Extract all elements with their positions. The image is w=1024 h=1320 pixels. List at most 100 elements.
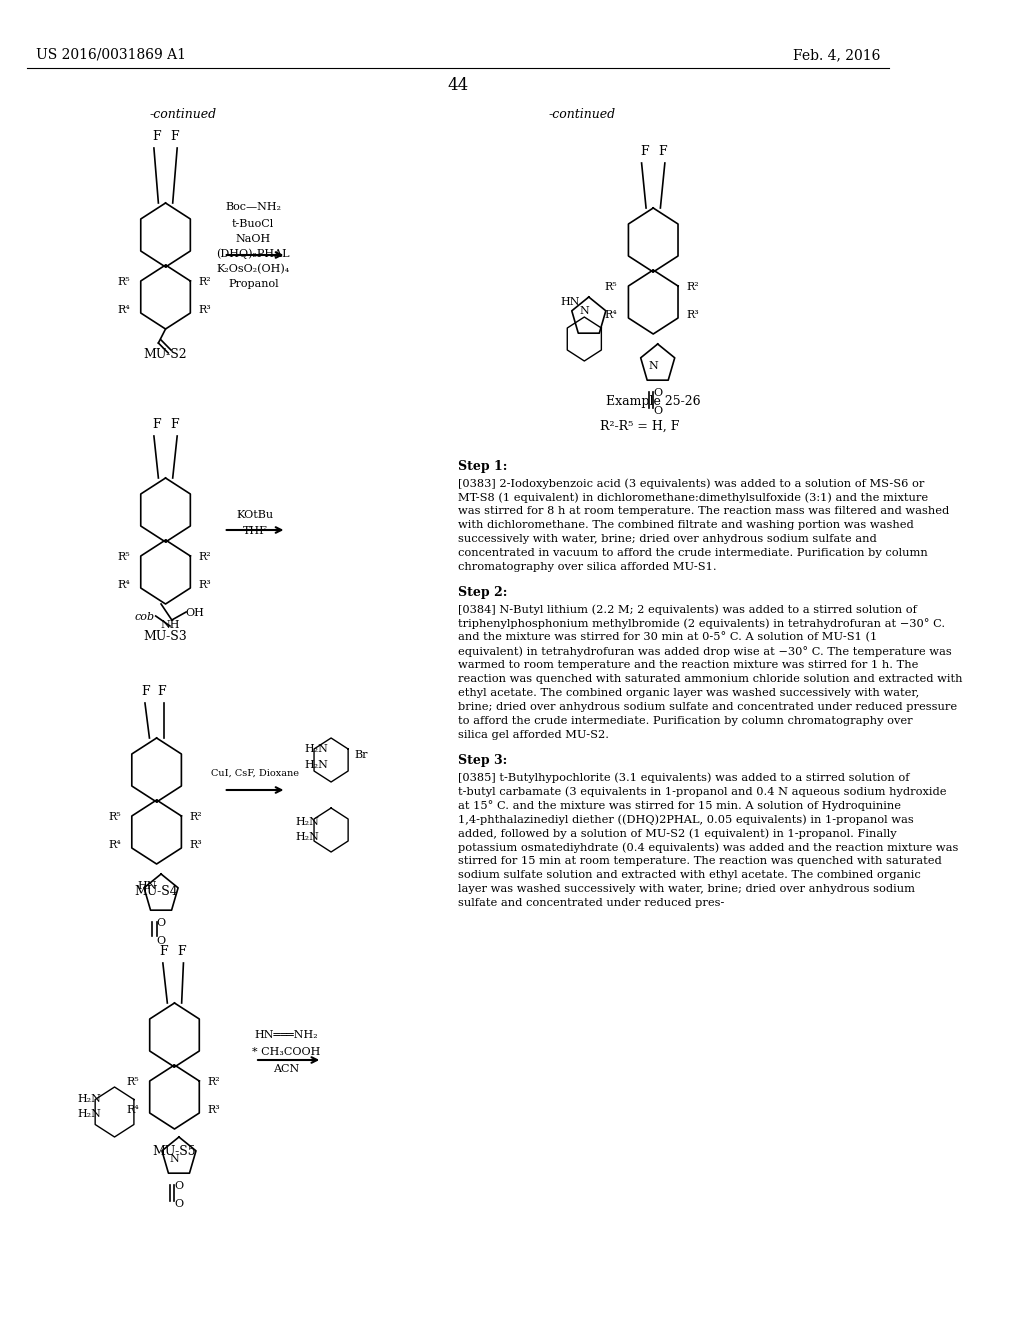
Text: 44: 44 <box>447 77 469 94</box>
Text: R⁵: R⁵ <box>126 1077 139 1086</box>
Text: to afford the crude intermediate. Purification by column chromatography over: to afford the crude intermediate. Purifi… <box>458 715 912 726</box>
Text: N: N <box>648 360 658 371</box>
Text: F: F <box>158 685 166 698</box>
Text: O: O <box>157 917 166 928</box>
Text: R⁴: R⁴ <box>126 1105 139 1115</box>
Text: F: F <box>160 945 168 958</box>
Text: at 15° C. and the mixture was stirred for 15 min. A solution of Hydroquinine: at 15° C. and the mixture was stirred fo… <box>458 800 901 810</box>
Text: F: F <box>170 418 179 432</box>
Text: with dichloromethane. The combined filtrate and washing portion was washed: with dichloromethane. The combined filtr… <box>458 520 913 531</box>
Text: triphenylphosphonium methylbromide (2 equivalents) in tetrahydrofuran at −30° C.: triphenylphosphonium methylbromide (2 eq… <box>458 618 945 628</box>
Text: OH: OH <box>185 609 205 618</box>
Text: sulfate and concentrated under reduced pres-: sulfate and concentrated under reduced p… <box>458 898 725 908</box>
Text: THF: THF <box>243 525 267 536</box>
Text: F: F <box>153 129 161 143</box>
Text: reaction was quenched with saturated ammonium chloride solution and extracted wi: reaction was quenched with saturated amm… <box>458 675 963 684</box>
Text: R⁵: R⁵ <box>605 282 617 292</box>
Text: MU-S3: MU-S3 <box>143 630 187 643</box>
Text: Step 2:: Step 2: <box>458 586 508 599</box>
Text: warmed to room temperature and the reaction mixture was stirred for 1 h. The: warmed to room temperature and the react… <box>458 660 919 671</box>
Text: [0385] t-Butylhypochlorite (3.1 equivalents) was added to a stirred solution of: [0385] t-Butylhypochlorite (3.1 equivale… <box>458 772 909 783</box>
Text: t-butyl carbamate (3 equivalents in 1-propanol and 0.4 N aqueous sodium hydroxid: t-butyl carbamate (3 equivalents in 1-pr… <box>458 785 946 796</box>
Text: NH: NH <box>161 620 180 630</box>
Text: H₂N: H₂N <box>77 1094 100 1104</box>
Text: US 2016/0031869 A1: US 2016/0031869 A1 <box>36 48 185 62</box>
Text: H₂N: H₂N <box>295 817 319 828</box>
Text: O: O <box>653 407 663 416</box>
Text: HN: HN <box>138 880 158 891</box>
Text: R⁴: R⁴ <box>109 840 121 850</box>
Text: R⁴: R⁴ <box>605 310 617 319</box>
Text: * CH₃COOH: * CH₃COOH <box>252 1047 321 1057</box>
Text: was stirred for 8 h at room temperature. The reaction mass was filtered and wash: was stirred for 8 h at room temperature.… <box>458 506 949 516</box>
Text: R²: R² <box>686 282 699 292</box>
Text: K₂OsO₂(OH)₄: K₂OsO₂(OH)₄ <box>217 264 290 275</box>
Text: R⁵: R⁵ <box>117 552 130 562</box>
Text: R²-R⁵ = H, F: R²-R⁵ = H, F <box>599 420 679 433</box>
Text: HN═══NH₂: HN═══NH₂ <box>255 1030 318 1040</box>
Text: F: F <box>657 145 667 158</box>
Text: MT-S8 (1 equivalent) in dichloromethane:dimethylsulfoxide (3:1) and the mixture: MT-S8 (1 equivalent) in dichloromethane:… <box>458 492 929 503</box>
Text: Step 1:: Step 1: <box>458 459 508 473</box>
Text: R⁴: R⁴ <box>117 579 130 590</box>
Text: R³: R³ <box>208 1105 220 1115</box>
Text: Br: Br <box>354 750 368 760</box>
Text: O: O <box>157 936 166 946</box>
Text: chromatography over silica afforded MU-S1.: chromatography over silica afforded MU-S… <box>458 562 717 572</box>
Text: brine; dried over anhydrous sodium sulfate and concentrated under reduced pressu: brine; dried over anhydrous sodium sulfa… <box>458 702 957 711</box>
Text: added, followed by a solution of MU-S2 (1 equivalent) in 1-propanol. Finally: added, followed by a solution of MU-S2 (… <box>458 828 897 838</box>
Text: [0384] N-Butyl lithium (2.2 M; 2 equivalents) was added to a stirred solution of: [0384] N-Butyl lithium (2.2 M; 2 equival… <box>458 605 918 615</box>
Text: -continued: -continued <box>150 108 217 121</box>
Text: R³: R³ <box>199 305 211 315</box>
Text: Step 3:: Step 3: <box>458 754 508 767</box>
Text: F: F <box>153 418 161 432</box>
Text: layer was washed successively with water, brine; dried over anhydrous sodium: layer was washed successively with water… <box>458 884 915 894</box>
Text: Boc—NH₂: Boc—NH₂ <box>225 202 282 213</box>
Text: R⁵: R⁵ <box>117 277 130 286</box>
Text: R²: R² <box>199 277 211 286</box>
Text: successively with water, brine; dried over anhydrous sodium sulfate and: successively with water, brine; dried ov… <box>458 535 877 544</box>
Text: CuI, CsF, Dioxane: CuI, CsF, Dioxane <box>211 770 299 777</box>
Text: potassium osmatediyhdrate (0.4 equivalents) was added and the reaction mixture w: potassium osmatediyhdrate (0.4 equivalen… <box>458 842 958 853</box>
Text: silica gel afforded MU-S2.: silica gel afforded MU-S2. <box>458 730 609 741</box>
Text: R²: R² <box>199 552 211 562</box>
Text: F: F <box>177 945 186 958</box>
Text: H₂N: H₂N <box>304 760 328 770</box>
Text: N: N <box>170 1154 179 1164</box>
Text: R³: R³ <box>199 579 211 590</box>
Text: sodium sulfate solution and extracted with ethyl acetate. The combined organic: sodium sulfate solution and extracted wi… <box>458 870 921 880</box>
Text: R⁵: R⁵ <box>109 812 121 822</box>
Text: F: F <box>170 129 179 143</box>
Text: Example 25-26: Example 25-26 <box>606 395 700 408</box>
Text: -continued: -continued <box>548 108 615 121</box>
Text: Propanol: Propanol <box>228 279 279 289</box>
Text: stirred for 15 min at room temperature. The reaction was quenched with saturated: stirred for 15 min at room temperature. … <box>458 855 942 866</box>
Text: KOtBu: KOtBu <box>237 510 273 520</box>
Text: MU-S5: MU-S5 <box>153 1144 197 1158</box>
Text: cob: cob <box>135 612 155 622</box>
Text: MU-S2: MU-S2 <box>143 348 187 360</box>
Text: (DHQ)₂PHAL: (DHQ)₂PHAL <box>216 248 290 259</box>
Text: NaOH: NaOH <box>236 234 271 244</box>
Text: MU-S4: MU-S4 <box>135 884 178 898</box>
Text: R⁴: R⁴ <box>117 305 130 315</box>
Text: R²: R² <box>208 1077 220 1086</box>
Text: R³: R³ <box>686 310 699 319</box>
Text: R²: R² <box>189 812 203 822</box>
Text: H₂N: H₂N <box>77 1109 100 1119</box>
Text: F: F <box>640 145 648 158</box>
Text: ACN: ACN <box>273 1064 299 1074</box>
Text: N: N <box>580 306 589 315</box>
Text: H₂N: H₂N <box>304 744 328 754</box>
Text: HN: HN <box>560 297 580 308</box>
Text: t-BuoCl: t-BuoCl <box>232 219 274 228</box>
Text: O: O <box>653 388 663 399</box>
Text: 1,4-phthalazinediyl diether ((DHQ)2PHAL, 0.05 equivalents) in 1-propanol was: 1,4-phthalazinediyl diether ((DHQ)2PHAL,… <box>458 814 913 825</box>
Text: equivalent) in tetrahydrofuran was added drop wise at −30° C. The temperature wa: equivalent) in tetrahydrofuran was added… <box>458 645 952 657</box>
Text: [0383] 2-Iodoxybenzoic acid (3 equivalents) was added to a solution of MS-S6 or: [0383] 2-Iodoxybenzoic acid (3 equivalen… <box>458 478 925 488</box>
Text: concentrated in vacuum to afford the crude intermediate. Purification by column: concentrated in vacuum to afford the cru… <box>458 548 928 558</box>
Text: O: O <box>174 1181 183 1191</box>
Text: H₂N: H₂N <box>295 832 319 842</box>
Text: O: O <box>174 1199 183 1209</box>
Text: and the mixture was stirred for 30 min at 0-5° C. A solution of MU-S1 (1: and the mixture was stirred for 30 min a… <box>458 632 878 643</box>
